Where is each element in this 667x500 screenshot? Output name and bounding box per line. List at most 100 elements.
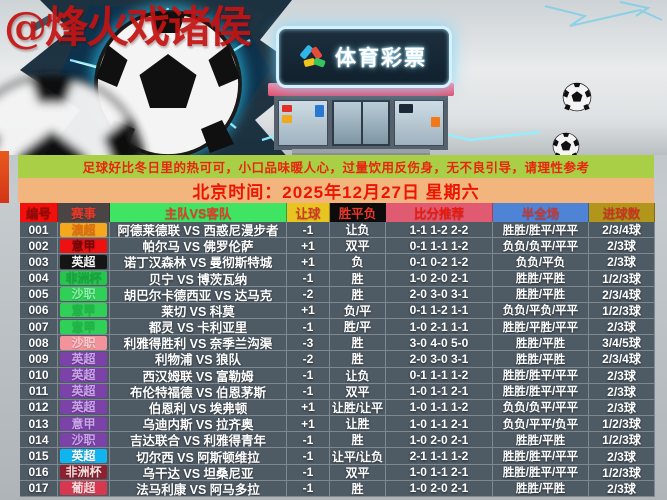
cell-halffull: 胜胜/平胜 bbox=[493, 335, 589, 352]
table-row: 015 英超 切尔西 VS 阿斯顿维拉 -1 让平/让负 2-1 1-1 1-2 胜胜/胜平… bbox=[20, 448, 655, 465]
cell-wdl: 胜/平 bbox=[330, 319, 386, 336]
cell-scores: 0-1 1-1 1-2 bbox=[386, 238, 493, 255]
table-row: 013 意甲 乌迪内斯 VS 拉齐奥 +1 让胜 1-0 1-1 2-1 负负/平平/负平 1… bbox=[20, 416, 655, 433]
cell-match: 乌干达 VS 坦桑尼亚 bbox=[110, 464, 287, 481]
store-door bbox=[332, 100, 390, 146]
cell-halffull: 胜胜/胜平/平平 bbox=[493, 448, 589, 465]
league-badge: 意甲 bbox=[60, 238, 107, 253]
cell-match: 法马利康 VS 阿马多拉 bbox=[110, 480, 287, 497]
league-badge: 意甲 bbox=[60, 319, 107, 334]
cell-wdl: 让负 bbox=[330, 367, 386, 384]
cell-match: 布伦特福德 VS 伯恩茅斯 bbox=[110, 383, 287, 400]
cell-id: 010 bbox=[20, 367, 58, 384]
cell-wdl: 胜 bbox=[330, 335, 386, 352]
hero-illustration bbox=[0, 0, 663, 155]
cell-scores: 0-1 1-1 1-2 bbox=[386, 367, 493, 384]
sports-lottery-logo-icon bbox=[299, 44, 327, 70]
cell-scores: 3-0 4-0 5-0 bbox=[386, 335, 493, 352]
league-badge: 英超 bbox=[60, 400, 107, 415]
cell-handicap: -1 bbox=[287, 383, 330, 400]
table-row: 006 意甲 莱切 VS 科莫 +1 负/平 0-1 1-2 1-1 负负/平负/平平 1/2… bbox=[20, 302, 655, 320]
cell-scores: 0-1 1-2 1-1 bbox=[386, 302, 493, 320]
cell-league: 英超 bbox=[58, 383, 110, 400]
left-accent-strip bbox=[0, 151, 9, 203]
cell-halffull: 负负/平负 bbox=[493, 254, 589, 271]
cell-halffull: 胜胜/平胜/平平 bbox=[493, 319, 589, 336]
cell-handicap: +1 bbox=[287, 254, 330, 271]
cell-scores: 1-0 1-1 2-1 bbox=[386, 464, 493, 481]
notice-text: 足球好比冬日里的热可可，小口品味暖人心，过量饮用反伤身，无不良引导，请理性参考 bbox=[82, 161, 590, 175]
table-row: 017 葡超 法马利康 VS 阿马多拉 -1 胜 1-0 2-0 2-1 胜胜/平胜 2/3球 bbox=[20, 480, 655, 497]
cell-goals: 2/3球 bbox=[589, 254, 655, 271]
cell-handicap: -1 bbox=[287, 480, 330, 497]
cell-scores: 1-0 2-0 2-1 bbox=[386, 432, 493, 449]
time-text: 北京时间：2025年12月27日 星期六 bbox=[192, 183, 480, 202]
league-badge: 沙职 bbox=[60, 432, 107, 447]
cell-league: 意甲 bbox=[58, 319, 110, 336]
cell-handicap: -2 bbox=[287, 286, 330, 303]
cell-wdl: 让平/让负 bbox=[330, 448, 386, 465]
table-row: 008 沙职 利雅得胜利 VS 奈季兰沟渠 -3 胜 3-0 4-0 5-0 胜胜/平胜 3/… bbox=[20, 335, 655, 352]
cell-handicap: +1 bbox=[287, 416, 330, 433]
cell-id: 006 bbox=[20, 302, 58, 320]
cell-wdl: 负 bbox=[330, 254, 386, 271]
cell-match: 切尔西 VS 阿斯顿维拉 bbox=[110, 448, 287, 465]
column-header-3: 让球 bbox=[287, 203, 330, 222]
store-sign-text: 体育彩票 bbox=[335, 47, 427, 70]
cell-goals: 1/2/3球 bbox=[589, 432, 655, 449]
league-badge: 英超 bbox=[60, 351, 107, 366]
cell-id: 009 bbox=[20, 351, 58, 368]
poster bbox=[282, 115, 292, 123]
cell-scores: 2-0 3-0 3-1 bbox=[386, 286, 493, 303]
league-badge: 英超 bbox=[60, 448, 107, 463]
cell-scores: 1-0 1-1 1-2 bbox=[386, 399, 493, 417]
table-row: 007 意甲 都灵 VS 卡利亚里 -1 胜/平 1-0 2-1 1-1 胜胜/平胜/平平 2… bbox=[20, 319, 655, 336]
column-header-1: 赛事 bbox=[58, 203, 110, 222]
table-row: 003 英超 诺丁汉森林 VS 曼彻斯特城 +1 负 0-1 0-2 1-2 负负/平负 2/… bbox=[20, 254, 655, 271]
time-banner: 北京时间：2025年12月27日 星期六 bbox=[18, 178, 654, 203]
league-badge: 澳超 bbox=[60, 222, 107, 237]
cell-league: 英超 bbox=[58, 448, 110, 465]
cell-league: 英超 bbox=[58, 367, 110, 384]
soccer-ball-small-1 bbox=[562, 82, 592, 112]
cell-league: 意甲 bbox=[58, 238, 110, 255]
cell-wdl: 胜 bbox=[330, 270, 386, 287]
cell-goals: 1/2/3球 bbox=[589, 464, 655, 481]
cell-wdl: 让胜 bbox=[330, 416, 386, 433]
cell-match: 乌迪内斯 VS 拉齐奥 bbox=[110, 416, 287, 433]
cell-league: 英超 bbox=[58, 254, 110, 271]
cell-scores: 1-0 2-0 2-1 bbox=[386, 480, 493, 497]
league-badge: 意甲 bbox=[60, 416, 107, 431]
league-badge: 非洲杯 bbox=[60, 271, 107, 286]
cell-id: 016 bbox=[20, 464, 58, 481]
cell-id: 002 bbox=[20, 238, 58, 255]
cell-handicap: -1 bbox=[287, 222, 330, 239]
league-badge: 非洲杯 bbox=[60, 465, 107, 480]
cell-id: 003 bbox=[20, 254, 58, 271]
poster bbox=[431, 117, 440, 127]
table-header-row: 编号 赛事 主队VS客队 让球 胜平负 比分推荐 半全场 进球数 bbox=[20, 203, 655, 222]
cell-scores: 1-0 2-0 2-1 bbox=[386, 270, 493, 287]
league-badge: 沙职 bbox=[60, 335, 107, 350]
league-badge: 英超 bbox=[60, 368, 107, 383]
column-header-0: 编号 bbox=[20, 203, 58, 222]
cell-scores: 1-0 1-1 2-1 bbox=[386, 383, 493, 400]
cell-league: 葡超 bbox=[58, 480, 110, 497]
matches-table: 编号 赛事 主队VS客队 让球 胜平负 比分推荐 半全场 进球数 001 澳超 阿德莱德联 VS … bbox=[20, 203, 655, 497]
table-row: 002 意甲 帕尔马 VS 佛罗伦萨 +1 双平 0-1 1-1 1-2 负负/负平/平平 2… bbox=[20, 238, 655, 255]
cell-league: 英超 bbox=[58, 399, 110, 417]
cell-id: 001 bbox=[20, 222, 58, 239]
cell-match: 诺丁汉森林 VS 曼彻斯特城 bbox=[110, 254, 287, 271]
store-sign: 体育彩票 bbox=[276, 26, 452, 88]
table-row: 009 英超 利物浦 VS 狼队 -2 胜 2-0 3-0 3-1 胜胜/平胜 2/3/4球 bbox=[20, 351, 655, 368]
cell-wdl: 负/平 bbox=[330, 302, 386, 320]
cell-halffull: 胜胜/平胜 bbox=[493, 351, 589, 368]
cell-halffull: 负负/负平/平平 bbox=[493, 238, 589, 255]
cell-id: 013 bbox=[20, 416, 58, 433]
store-facade bbox=[274, 96, 448, 150]
cell-scores: 0-1 0-2 1-2 bbox=[386, 254, 493, 271]
cell-handicap: -1 bbox=[287, 432, 330, 449]
cell-goals: 2/3/4球 bbox=[589, 222, 655, 239]
cell-handicap: -1 bbox=[287, 270, 330, 287]
